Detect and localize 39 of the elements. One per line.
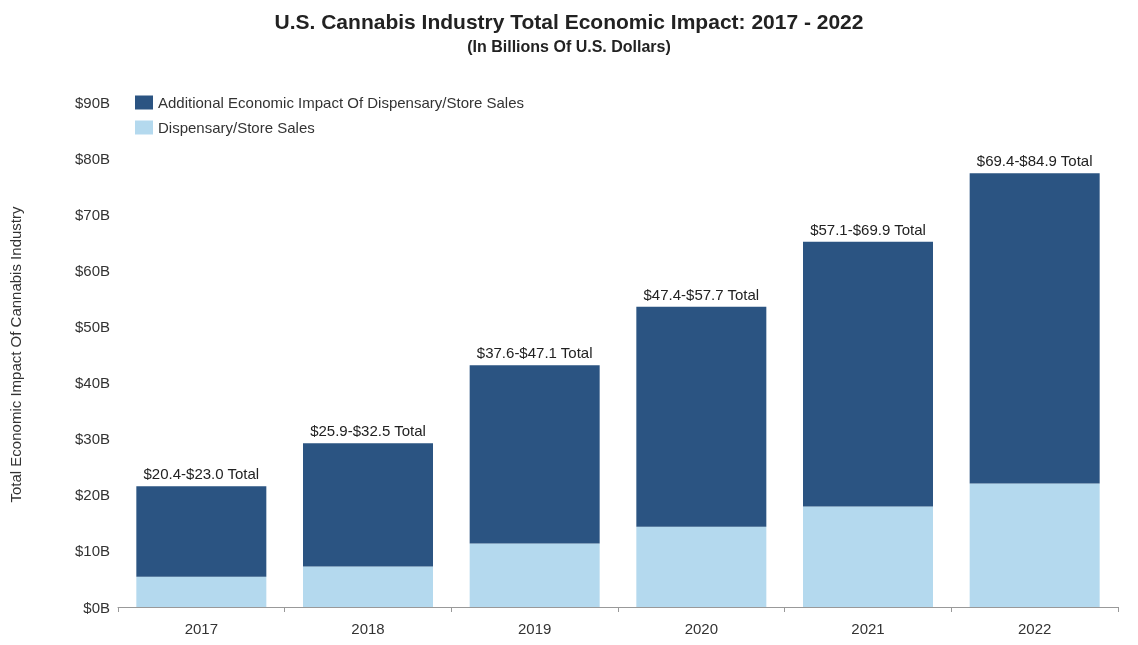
- legend-label: Additional Economic Impact Of Dispensary/Store Sales: [158, 94, 524, 111]
- total-label: $37.6-$47.1 Total: [476, 344, 593, 362]
- bar: [136, 576, 267, 607]
- y-tick-label: $0B: [83, 598, 110, 616]
- bar: [803, 241, 933, 507]
- total-label: $25.9-$32.5 Total: [310, 422, 426, 440]
- y-tick-label: $10B: [74, 542, 110, 560]
- chart-subtitle: (In Billions Of U.S. Dollars): [467, 37, 671, 55]
- x-tick-label: 2017: [184, 620, 219, 637]
- y-tick-label: $80B: [74, 149, 110, 167]
- x-tick-label: 2019: [517, 620, 552, 637]
- total-label: $20.4-$23.0 Total: [143, 465, 260, 483]
- x-tick-label: 2022: [1017, 620, 1052, 637]
- bar: [636, 526, 767, 607]
- bar: [636, 306, 767, 527]
- y-tick-label: $40B: [74, 374, 110, 392]
- bar: [303, 443, 433, 567]
- total-label: $47.4-$57.7 Total: [643, 285, 760, 303]
- bar: [969, 173, 1100, 484]
- bar: [969, 483, 1100, 607]
- y-tick-label: $30B: [74, 430, 110, 448]
- bar: [136, 486, 267, 577]
- x-tick-label: 2020: [684, 620, 719, 637]
- bar: [469, 543, 600, 607]
- y-tick-label: $70B: [74, 205, 110, 223]
- legend-label: Dispensary/Store Sales: [158, 119, 315, 136]
- bar: [303, 566, 433, 607]
- x-tick-label: 2021: [851, 620, 885, 637]
- total-label: $57.1-$69.9 Total: [810, 220, 926, 238]
- y-tick-label: $90B: [74, 93, 110, 111]
- y-tick-label: $20B: [74, 486, 110, 504]
- bar: [803, 506, 933, 607]
- chart-title: U.S. Cannabis Industry Total Economic Impact: 2017 - 2022: [274, 10, 864, 33]
- total-label: $69.4-$84.9 Total: [976, 152, 1093, 170]
- bar: [469, 365, 600, 544]
- y-tick-label: $50B: [74, 317, 110, 335]
- y-tick-label: $60B: [74, 261, 110, 279]
- y-axis-title: Total Economic Impact Of Cannabis Industry: [7, 206, 24, 503]
- x-tick-label: 2018: [351, 620, 385, 637]
